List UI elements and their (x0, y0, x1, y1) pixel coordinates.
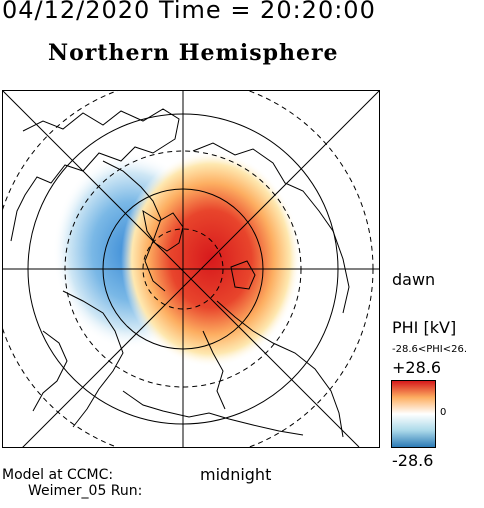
colorbar-max-label: +28.6 (392, 358, 442, 377)
run-label: Weimer_05 Run: (28, 483, 143, 499)
colorbar-min-label: -28.6 (392, 451, 434, 470)
polar-map (2, 90, 380, 448)
phi-quantity-label: PHI [kV] (392, 318, 457, 337)
hemisphere-title: Northern Hemisphere (48, 40, 339, 66)
colorbar-gradient (392, 381, 435, 447)
model-label: Model at CCMC: (2, 467, 114, 483)
date-time-title: 04/12/2020 Time = 20:20:00 (2, 0, 376, 24)
coastlines (10, 108, 350, 438)
meridians (3, 91, 379, 447)
midnight-label: midnight (200, 465, 272, 484)
phi-range-label: -28.6<PHI<26. (392, 344, 468, 355)
colorbar-zero-label: 0 (440, 407, 447, 418)
dawn-label: dawn (392, 270, 436, 289)
polar-map-svg (3, 91, 379, 447)
colorbar (391, 380, 436, 448)
